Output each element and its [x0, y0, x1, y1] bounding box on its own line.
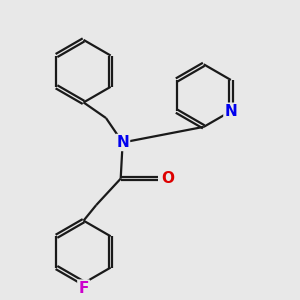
Text: N: N [224, 104, 237, 119]
Text: F: F [78, 280, 89, 296]
Text: N: N [116, 135, 129, 150]
Text: O: O [161, 171, 174, 186]
